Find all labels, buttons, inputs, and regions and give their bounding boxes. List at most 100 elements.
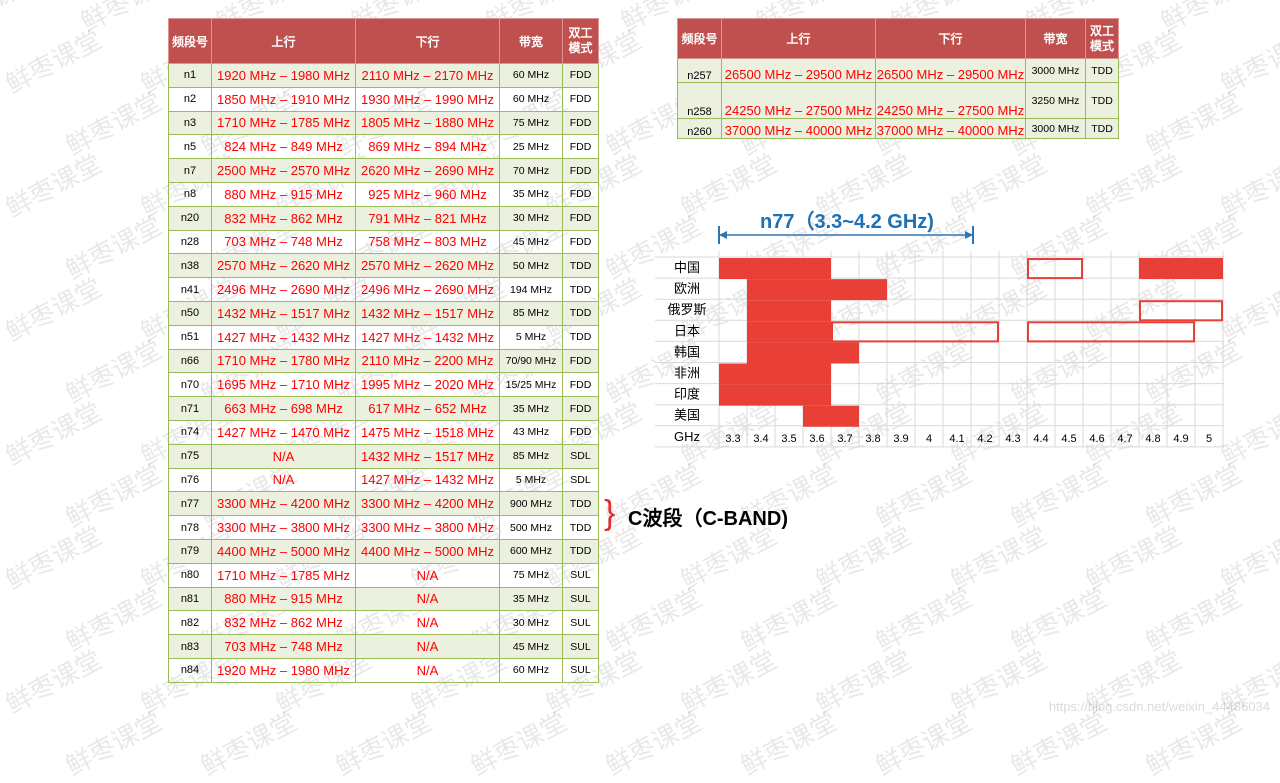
duplex-cell: FDD	[562, 134, 599, 160]
uplink-cell: N/A	[211, 443, 356, 469]
table-row: n77 3300 MHz – 4200 MHz 3300 MHz – 4200 MH…	[168, 491, 599, 517]
table-row: n5 824 MHz – 849 MHz 869 MHz – 894 MHz 25 M…	[168, 134, 599, 160]
bandwidth-cell: 43 MHz	[499, 419, 563, 445]
table-row: n7 2500 MHz – 2570 MHz 2620 MHz – 2690 MHz…	[168, 158, 599, 183]
uplink-cell: 880 MHz – 915 MHz	[211, 586, 356, 612]
downlink-cell: 24250 MHz – 27500 MHz	[875, 82, 1026, 119]
downlink-cell: 925 MHz – 960 MHz	[355, 181, 500, 207]
tick-label: 3.3	[725, 433, 740, 445]
duplex-cell: FDD	[562, 419, 599, 445]
uplink-cell: 1695 MHz – 1710 MHz	[211, 372, 356, 398]
duplex-cell: SUL	[562, 562, 599, 588]
table-row: n260 37000 MHz – 40000 MHz 37000 MHz – 400…	[677, 118, 1119, 139]
bandwidth-cell: 30 MHz	[499, 205, 563, 231]
downlink-cell: 1432 MHz – 1517 MHz	[355, 443, 500, 469]
duplex-cell: FDD	[562, 372, 599, 398]
header-band: 频段号	[168, 18, 212, 64]
bandwidth-cell: 75 MHz	[499, 562, 563, 588]
allocated-band	[747, 279, 887, 301]
downlink-cell: N/A	[355, 586, 500, 612]
bandwidth-cell: 70/90 MHz	[499, 348, 563, 374]
allocated-band	[719, 258, 831, 280]
planned-band	[831, 321, 999, 343]
uplink-cell: 1920 MHz – 1980 MHz	[211, 63, 356, 88]
uplink-cell: 832 MHz – 862 MHz	[211, 610, 356, 636]
band-cell: n5	[168, 134, 212, 160]
uplink-cell: 2570 MHz – 2620 MHz	[211, 253, 356, 279]
tick-label: 4.5	[1061, 433, 1076, 445]
tick-label: 3.8	[865, 433, 880, 445]
duplex-cell: FDD	[562, 158, 599, 183]
region-label: 中国	[674, 260, 700, 275]
downlink-cell: N/A	[355, 610, 500, 636]
table-row: n258 24250 MHz – 27500 MHz 24250 MHz – 275…	[677, 82, 1119, 119]
bandwidth-cell: 45 MHz	[499, 229, 563, 255]
tick-label: 3.9	[893, 433, 908, 445]
bandwidth-cell: 5 MHz	[499, 324, 563, 350]
table-row: n20 832 MHz – 862 MHz 791 MHz – 821 MHz 30 …	[168, 205, 599, 231]
table-row: n3 1710 MHz – 1785 MHz 1805 MHz – 1880 MHz…	[168, 110, 599, 136]
header-band: 频段号	[677, 18, 722, 59]
table-row: n28 703 MHz – 748 MHz 758 MHz – 803 MHz 45 …	[168, 229, 599, 255]
duplex-cell: TDD	[1085, 82, 1119, 119]
uplink-cell: 1920 MHz – 1980 MHz	[211, 657, 356, 683]
bandwidth-cell: 500 MHz	[499, 515, 563, 540]
downlink-cell: 3300 MHz – 4200 MHz	[355, 491, 500, 517]
allocated-band	[747, 342, 859, 364]
bandwidth-cell: 600 MHz	[499, 538, 563, 564]
band-cell: n2	[168, 86, 212, 112]
bandwidth-cell: 194 MHz	[499, 277, 563, 302]
duplex-cell: TDD	[1085, 118, 1119, 139]
downlink-cell: 1427 MHz – 1432 MHz	[355, 467, 500, 493]
bandwidth-cell: 35 MHz	[499, 586, 563, 612]
table-row: n84 1920 MHz – 1980 MHz N/A 60 MHz SUL	[168, 657, 599, 683]
uplink-cell: 824 MHz – 849 MHz	[211, 134, 356, 160]
tick-label: 4.1	[949, 433, 964, 445]
uplink-cell: 703 MHz – 748 MHz	[211, 634, 356, 659]
band-cell: n1	[168, 63, 212, 88]
table-row: n41 2496 MHz – 2690 MHz 2496 MHz – 2690 MH…	[168, 277, 599, 302]
tick-label: 4.6	[1089, 433, 1104, 445]
duplex-cell: TDD	[562, 300, 599, 326]
tick-label: 4	[926, 433, 932, 445]
bandwidth-cell: 5 MHz	[499, 467, 563, 493]
tick-label: 4.4	[1033, 433, 1048, 445]
region-label: 非洲	[674, 366, 700, 381]
cband-label: C波段（C-BAND)	[628, 508, 788, 530]
bandwidth-cell: 30 MHz	[499, 610, 563, 636]
table-row: n81 880 MHz – 915 MHz N/A 35 MHz SUL	[168, 586, 599, 612]
tick-label: 4.2	[977, 433, 992, 445]
table-row: n1 1920 MHz – 1980 MHz 2110 MHz – 2170 MHz…	[168, 63, 599, 88]
header-downlink: 下行	[355, 18, 500, 64]
allocated-band	[719, 384, 831, 406]
band-cell: n80	[168, 562, 212, 588]
tick-label: 5	[1206, 433, 1212, 445]
downlink-cell: 617 MHz – 652 MHz	[355, 396, 500, 421]
band-cell: n84	[168, 657, 212, 683]
band-cell: n7	[168, 158, 212, 183]
uplink-cell: 1432 MHz – 1517 MHz	[211, 300, 356, 326]
tick-label: 3.5	[781, 433, 796, 445]
band-cell: n8	[168, 181, 212, 207]
downlink-cell: 869 MHz – 894 MHz	[355, 134, 500, 160]
allocated-band	[747, 321, 831, 343]
bandwidth-cell: 60 MHz	[499, 63, 563, 88]
bandwidth-cell: 35 MHz	[499, 396, 563, 421]
tick-label: 4.8	[1145, 433, 1160, 445]
table-row: n66 1710 MHz – 1780 MHz 2110 MHz – 2200 MH…	[168, 348, 599, 374]
tick-label: 3.7	[837, 433, 852, 445]
planned-band	[1027, 321, 1195, 343]
uplink-cell: 3300 MHz – 4200 MHz	[211, 491, 356, 517]
header-duplex: 双工模式	[1085, 18, 1119, 59]
axis-label: GHz	[674, 429, 700, 444]
bandwidth-cell: 85 MHz	[499, 443, 563, 469]
region-label: 印度	[674, 387, 700, 402]
bandwidth-cell: 900 MHz	[499, 491, 563, 517]
tick-label: 3.6	[809, 433, 824, 445]
uplink-cell: 663 MHz – 698 MHz	[211, 396, 356, 421]
duplex-cell: FDD	[562, 229, 599, 255]
downlink-cell: 791 MHz – 821 MHz	[355, 205, 500, 231]
bandwidth-cell: 25 MHz	[499, 134, 563, 160]
band-cell: n28	[168, 229, 212, 255]
duplex-cell: FDD	[562, 110, 599, 136]
